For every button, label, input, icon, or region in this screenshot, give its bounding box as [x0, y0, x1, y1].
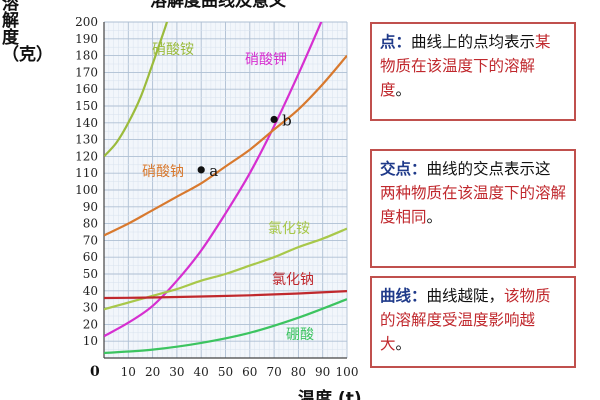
y-tick-label: 40	[83, 284, 98, 298]
note-point-text: 曲线上的点均表示	[411, 33, 536, 51]
note-point-end: 。	[395, 81, 412, 99]
y-tick-label: 150	[75, 99, 98, 113]
note-intersection-text: 曲线的交点表示这	[426, 160, 551, 178]
note-curve-text: 曲线越陡，	[426, 287, 505, 305]
x-tick-label: 90	[315, 365, 330, 379]
y-tick-label: 170	[75, 65, 98, 79]
series-line-2	[104, 54, 347, 237]
y-tick-label: 10	[83, 334, 98, 348]
y-tick-label: 80	[83, 217, 98, 231]
x-tick-label: 80	[291, 365, 306, 379]
note-curve: 曲线：曲线越陡，该物质的溶解度受温度影响越大。	[370, 276, 576, 368]
y-tick-label: 190	[75, 32, 98, 46]
note-curve-keyword: 曲线：	[380, 287, 427, 305]
x-tick-label: 60	[242, 365, 257, 379]
note-point-highlight: 某物质在该温度下的溶解度	[380, 33, 551, 99]
series-label-2: 硝酸钠	[142, 164, 184, 180]
origin-label: 0	[90, 364, 100, 380]
y-tick-label: 140	[75, 116, 98, 130]
note-curve-end: 。	[395, 335, 412, 353]
x-tick-label: 100	[336, 365, 359, 379]
x-tick-label: 20	[145, 365, 160, 379]
note-intersection-highlight: 两种物质在该温度下的溶解度相同	[380, 184, 567, 226]
note-point-keyword: 点：	[380, 33, 412, 51]
chart-title: 溶解度曲线及意义	[150, 0, 286, 11]
series-line-5	[104, 298, 347, 355]
point-label-a: a	[209, 162, 218, 180]
series-line-4	[104, 290, 347, 300]
chart-axes: 10 20 30 40 50 60 70 80 90 100 10 20 30 40 50 60 70 80 90 1…	[75, 15, 358, 380]
y-tick-label: 90	[83, 200, 98, 214]
note-intersection-keyword: 交点：	[380, 160, 427, 178]
y-tick-label: 120	[75, 149, 98, 163]
x-tick-label: 10	[121, 365, 136, 379]
x-tick-label: 50	[218, 365, 233, 379]
chart-grid	[103, 21, 348, 359]
x-tick-label: 40	[194, 365, 209, 379]
y-tick-label: 50	[83, 267, 98, 281]
series-label-0: 硝酸铵	[152, 42, 194, 58]
y-tick-label: 110	[75, 166, 98, 180]
point-label-b: b	[282, 111, 292, 129]
series-label-3: 氯化铵	[268, 221, 310, 237]
y-tick-label: 160	[75, 82, 98, 96]
point-marker-b	[270, 115, 278, 124]
y-tick-label: 180	[75, 49, 98, 63]
series-line-0	[104, 22, 169, 158]
note-intersection-end: 。	[426, 208, 443, 226]
note-curve-highlight: 该物质的溶解度受温度影响越大	[380, 287, 551, 353]
note-intersection: 交点：曲线的交点表示这两种物质在该温度下的溶解度相同。	[370, 149, 576, 268]
note-point: 点：曲线上的点均表示某物质在该温度下的溶解度。	[370, 22, 576, 121]
y-axis-title: 溶解度（克）	[2, 0, 53, 65]
chart-points: ab	[197, 111, 292, 180]
y-tick-label: 130	[75, 133, 98, 147]
x-tick-label: 30	[169, 365, 184, 379]
y-tick-label: 100	[75, 183, 98, 197]
y-tick-label: 60	[83, 250, 98, 264]
x-axis-title: 温度 (t)	[298, 388, 362, 400]
x-tick-label: 70	[266, 365, 281, 379]
series-label-5: 硼酸	[286, 327, 314, 343]
series-label-4: 氯化钠	[272, 272, 314, 288]
y-tick-label: 20	[83, 317, 98, 331]
point-marker-a	[197, 166, 205, 174]
y-tick-label: 200	[75, 15, 98, 29]
series-line-1	[104, 22, 323, 338]
y-tick-label: 70	[83, 233, 98, 247]
y-tick-label: 30	[83, 301, 98, 315]
series-label-1: 硝酸钾	[245, 52, 287, 68]
chart-series	[104, 22, 347, 355]
